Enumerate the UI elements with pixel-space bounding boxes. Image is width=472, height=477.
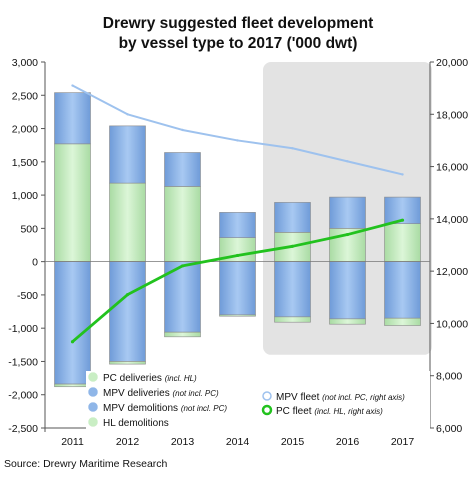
right-axis-tick-label: 12,000 [436, 266, 468, 278]
source-note: Source: Drewry Maritime Research [4, 458, 168, 470]
bar-hl-demolitions-2014 [219, 314, 256, 317]
legend-name-mpv-fleet: MPV fleet [276, 392, 322, 403]
legend-label-mpv-demolitions: MPV demolitions (not incl. PC) [103, 403, 227, 414]
legend-background [86, 371, 430, 433]
chart-title-line1: Drewry suggested fleet development [103, 15, 373, 32]
point-pc-fleet-2015 [290, 244, 295, 248]
point-mpv-fleet-2011 [71, 84, 74, 87]
legend-marker-mpv-deliveries [87, 386, 99, 398]
bar-hl-demolitions-2013 [164, 331, 201, 338]
x-axis-tick-label: 2015 [281, 436, 305, 448]
point-mpv-fleet-2012 [126, 113, 129, 116]
point-mpv-fleet-2016 [346, 160, 349, 163]
x-axis-tick-label: 2016 [336, 436, 360, 448]
left-axis-tick-label: -1,000 [8, 323, 38, 335]
left-axis-tick-label: -2,000 [8, 390, 38, 402]
point-mpv-fleet-2013 [181, 128, 184, 132]
left-axis-tick-label: -1,500 [8, 356, 38, 368]
legend-label-pc-fleet: PC fleet (incl. HL, right axis) [276, 406, 383, 417]
right-axis-tick-label: 6,000 [436, 423, 462, 435]
legend-name-mpv-deliveries: MPV deliveries [103, 388, 172, 399]
bar-mpv-deliveries-2016 [329, 196, 366, 229]
point-pc-fleet-2016 [345, 232, 350, 237]
legend-marker-mpv-demolitions [87, 401, 99, 413]
bar-pc-deliveries-2012 [109, 182, 146, 262]
left-axis-tick-label: -500 [17, 290, 38, 302]
bar-mpv-demolitions-2015 [274, 261, 311, 318]
bar-mpv-demolitions-2014 [219, 261, 256, 316]
right-axis-tick-label: 18,000 [436, 109, 468, 121]
left-axis-tick-label: -2,500 [8, 423, 38, 435]
left-axis-tick-label: 2,500 [12, 90, 38, 102]
legend-name-pc-fleet: PC fleet [276, 406, 314, 417]
left-axis-tick-label: 2,000 [12, 124, 38, 136]
bar-mpv-deliveries-2015 [274, 202, 311, 233]
x-axis-tick-label: 2012 [116, 436, 140, 448]
legend-note-mpv-fleet: (not incl. PC, right axis) [322, 393, 405, 402]
bar-mpv-demolitions-2011 [54, 261, 91, 385]
right-axis-tick-label: 8,000 [436, 371, 462, 383]
left-axis-tick-label: 1,000 [12, 190, 38, 202]
legend-label-pc-deliveries: PC deliveries (incl. HL) [103, 373, 197, 384]
bar-mpv-demolitions-2012 [109, 261, 146, 362]
point-mpv-fleet-2015 [291, 147, 294, 150]
legend-label-hl-demolitions: HL demolitions [103, 418, 169, 429]
legend-marker-pc-fleet [261, 404, 273, 416]
legend: PC deliveries (incl. HL) MPV deliveries (… [86, 371, 430, 433]
bar-hl-demolitions-2015 [274, 316, 311, 323]
bar-mpv-demolitions-2016 [329, 261, 366, 320]
bar-hl-demolitions-2011 [54, 383, 91, 388]
legend-name-hl-demolitions: HL demolitions [103, 418, 169, 429]
point-pc-fleet-2014 [235, 253, 240, 258]
bar-hl-demolitions-2017 [384, 317, 421, 326]
legend-marker-pc-deliveries [87, 371, 99, 383]
point-mpv-fleet-2017 [401, 173, 404, 176]
legend-note-pc-deliveries: (incl. HL) [165, 374, 197, 383]
left-axis-tick-label: 0 [32, 257, 38, 269]
right-axis-tick-label: 20,000 [436, 57, 468, 69]
bar-mpv-deliveries-2012 [109, 125, 146, 184]
bar-pc-deliveries-2011 [54, 143, 91, 262]
legend-label-mpv-fleet: MPV fleet (not incl. PC, right axis) [276, 392, 405, 403]
bar-mpv-deliveries-2011 [54, 92, 91, 145]
point-mpv-fleet-2014 [236, 139, 239, 142]
legend-name-mpv-demolitions: MPV demolitions [103, 403, 181, 414]
left-axis-tick-label: 1,500 [12, 157, 38, 169]
legend-note-mpv-deliveries: (not incl. PC) [172, 389, 219, 398]
right-axis-tick-label: 16,000 [436, 162, 468, 174]
x-axis-tick-label: 2011 [61, 436, 84, 448]
point-pc-fleet-2013 [180, 264, 185, 268]
x-axis-tick-label: 2017 [391, 436, 415, 448]
legend-note-pc-fleet: (incl. HL, right axis) [314, 407, 383, 416]
right-axis-tick-label: 10,000 [436, 318, 468, 330]
right-axis-tick-label: 14,000 [436, 214, 468, 226]
x-axis-tick-label: 2014 [226, 436, 250, 448]
legend-marker-mpv-fleet [262, 391, 272, 401]
point-pc-fleet-2011 [70, 340, 75, 344]
legend-name-pc-deliveries: PC deliveries [103, 373, 165, 384]
chart-title-line2: by vessel type to 2017 ('000 dwt) [119, 35, 358, 52]
point-pc-fleet-2012 [125, 293, 130, 297]
left-axis-tick-label: 3,000 [12, 57, 38, 69]
left-axis-tick-label: 500 [20, 223, 38, 235]
bar-mpv-deliveries-2013 [164, 152, 201, 187]
legend-marker-hl-demolitions [87, 416, 99, 428]
bar-mpv-deliveries-2014 [219, 212, 256, 238]
point-pc-fleet-2017 [400, 218, 405, 222]
bar-hl-demolitions-2016 [329, 318, 366, 325]
legend-note-mpv-demolitions: (not incl. PC) [181, 404, 228, 413]
x-axis-tick-label: 2013 [171, 436, 195, 448]
legend-label-mpv-deliveries: MPV deliveries (not incl. PC) [103, 388, 219, 399]
bar-hl-demolitions-2012 [109, 361, 146, 365]
bar-pc-deliveries-2017 [384, 223, 421, 262]
bar-pc-deliveries-2013 [164, 186, 201, 262]
bar-mpv-demolitions-2017 [384, 261, 421, 319]
